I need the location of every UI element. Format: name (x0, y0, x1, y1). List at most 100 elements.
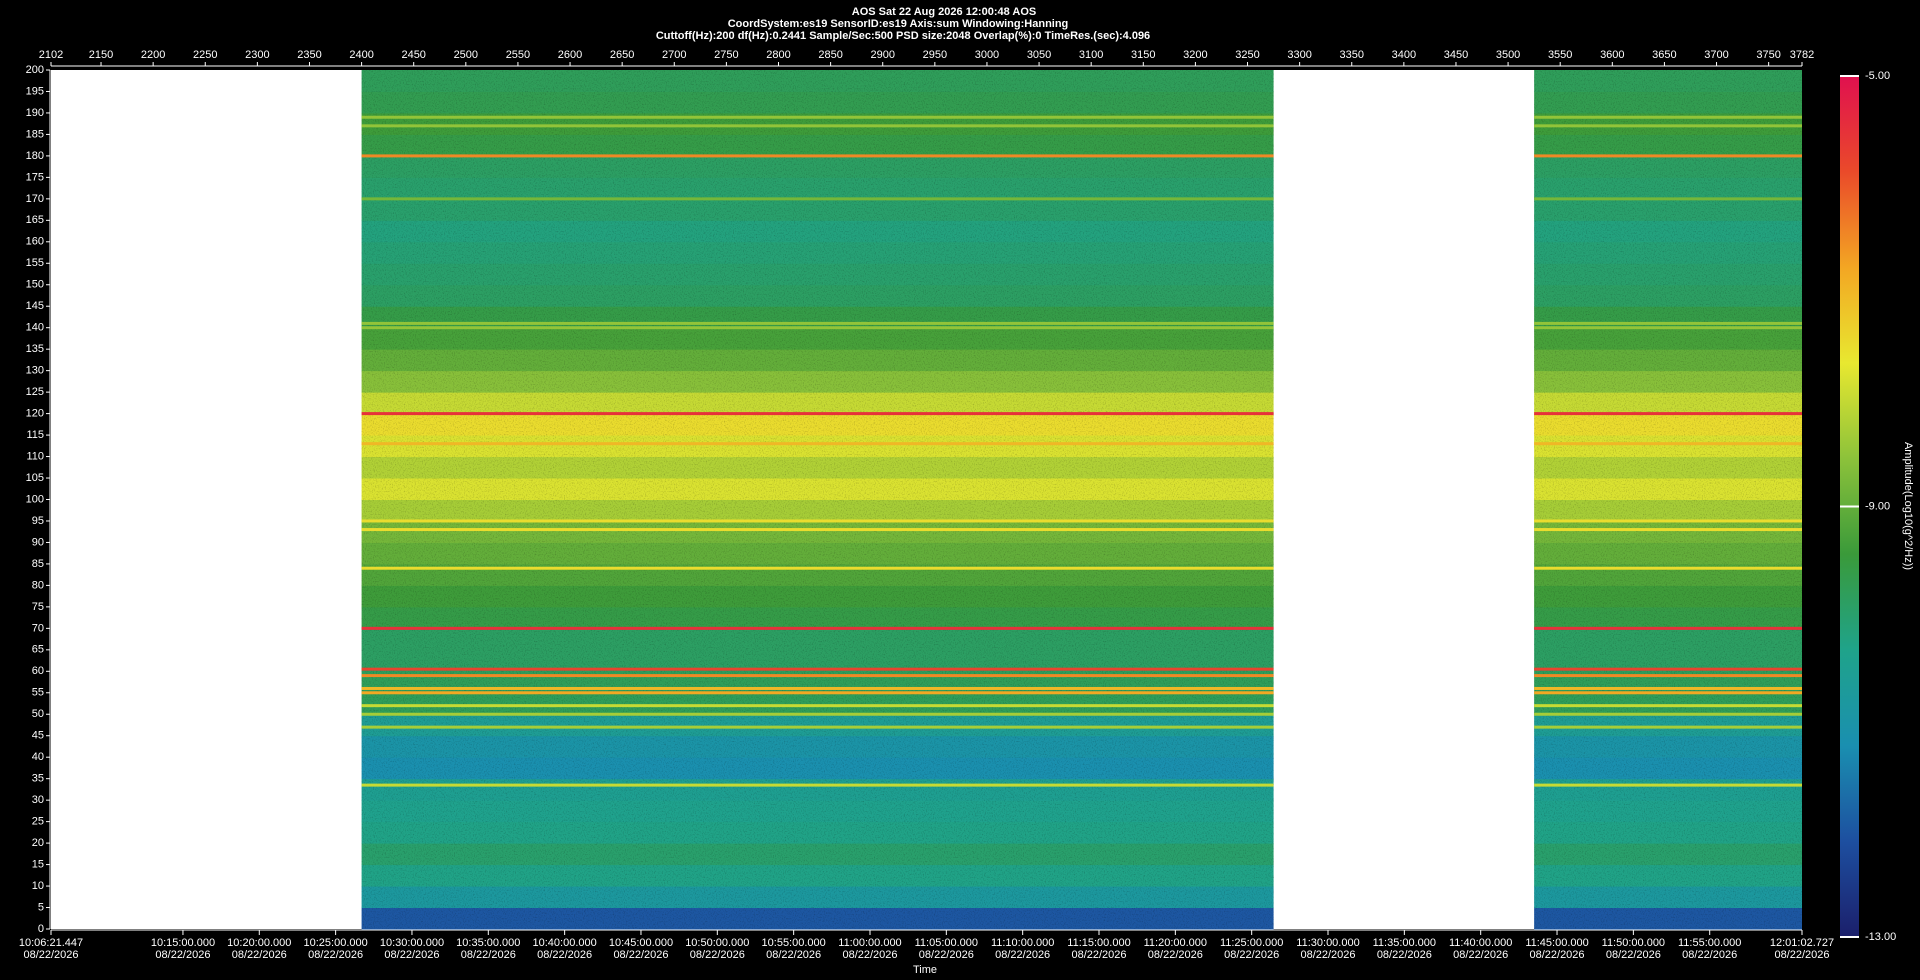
x-tick-label: 3100 (1079, 49, 1103, 61)
date-tick-label: 08/22/2026 (690, 949, 745, 961)
y-tick-label: 20 (32, 837, 44, 849)
x-tick-label: 2950 (923, 49, 947, 61)
title-line: CoordSystem:es19 SensorID:es19 Axis:sum … (728, 18, 1069, 30)
x-tick-label: 2800 (766, 49, 790, 61)
time-tick-label: 11:10:00.000 (991, 937, 1054, 949)
x-tick-label: 3750 (1756, 49, 1780, 61)
x-tick-label: 2150 (89, 49, 113, 61)
time-tick-label: 11:25:00.000 (1220, 937, 1283, 949)
colorbar-tick-label: -13.00 (1865, 931, 1896, 943)
y-tick-label: 85 (32, 558, 44, 570)
time-tick-label: 11:30:00.000 (1296, 937, 1359, 949)
time-tick-label: 10:15:00.000 (151, 937, 215, 949)
x-tick-label: 3400 (1392, 49, 1416, 61)
spectral-line (1534, 626, 1802, 630)
spectral-line (361, 566, 1274, 570)
y-tick-label: 145 (26, 300, 44, 312)
spectral-line (1534, 712, 1802, 716)
spectral-line (1534, 412, 1802, 416)
time-tick-label: 10:30:00.000 (380, 937, 444, 949)
spectral-line (1534, 566, 1802, 570)
x-tick-label: 2700 (662, 49, 686, 61)
y-tick-label: 125 (26, 386, 44, 398)
date-tick-label: 08/22/2026 (155, 949, 210, 961)
x-tick-label: 2450 (401, 49, 425, 61)
y-tick-label: 50 (32, 708, 44, 720)
date-tick-label: 08/22/2026 (23, 949, 78, 961)
y-tick-label: 120 (26, 408, 44, 420)
spectral-line (361, 626, 1274, 630)
date-tick-label: 08/22/2026 (919, 949, 974, 961)
x-tick-label: 3050 (1027, 49, 1051, 61)
y-tick-label: 35 (32, 773, 44, 785)
y-tick-label: 5 (38, 901, 44, 913)
spectral-line (1534, 197, 1802, 201)
spectral-line (361, 154, 1274, 158)
date-tick-label: 08/22/2026 (1682, 949, 1737, 961)
y-tick-label: 150 (26, 279, 44, 291)
x-tick-label: 2400 (349, 49, 373, 61)
y-tick-label: 70 (32, 622, 44, 634)
spectral-line (361, 691, 1274, 695)
spectral-line (1534, 691, 1802, 695)
data-segment (1534, 70, 1802, 930)
date-tick-label: 08/22/2026 (384, 949, 439, 961)
date-tick-label: 08/22/2026 (1377, 949, 1432, 961)
x-tick-label: 2750 (714, 49, 738, 61)
x-tick-label: 3250 (1235, 49, 1259, 61)
data-segment (361, 70, 1274, 930)
x-tick-label: 2650 (610, 49, 634, 61)
x-tick-label: 3550 (1548, 49, 1572, 61)
spectral-line (361, 115, 1274, 119)
x-tick-label: 2850 (818, 49, 842, 61)
date-tick-label: 08/22/2026 (842, 949, 897, 961)
spectral-line (1534, 704, 1802, 708)
y-tick-label: 0 (38, 923, 44, 935)
spectral-line (361, 321, 1274, 325)
spectral-line (1534, 725, 1802, 729)
y-tick-label: 155 (26, 257, 44, 269)
spectral-line (361, 674, 1274, 678)
date-tick-label: 08/22/2026 (232, 949, 287, 961)
colorbar-tick-label: -9.00 (1865, 500, 1890, 512)
date-tick-label: 08/22/2026 (1529, 949, 1584, 961)
spectral-line (361, 197, 1274, 201)
time-tick-label: 10:20:00.000 (227, 937, 291, 949)
y-tick-label: 10 (32, 880, 44, 892)
y-tick-label: 30 (32, 794, 44, 806)
y-tick-label: 115 (26, 429, 44, 441)
date-tick-label: 08/22/2026 (1300, 949, 1355, 961)
y-tick-label: 100 (26, 493, 44, 505)
y-tick-label: 190 (26, 107, 44, 119)
date-tick-label: 08/22/2026 (1224, 949, 1279, 961)
colorbar-label: Amplitude(Log10(g^2/Hz)) (1902, 442, 1914, 570)
y-tick-label: 75 (32, 601, 44, 613)
date-tick-label: 08/22/2026 (461, 949, 516, 961)
time-tick-label: 11:55:00.000 (1678, 937, 1741, 949)
spectral-line (361, 528, 1274, 532)
time-tick-label: 11:45:00.000 (1525, 937, 1588, 949)
time-tick-label: 10:06:21.447 (19, 937, 83, 949)
time-tick-label: 10:25:00.000 (304, 937, 368, 949)
spectral-line (1534, 321, 1802, 325)
spectral-line (1534, 519, 1802, 523)
date-tick-label: 08/22/2026 (995, 949, 1050, 961)
time-tick-label: 11:35:00.000 (1373, 937, 1436, 949)
spectral-line (1534, 326, 1802, 330)
x-tick-label: 3000 (975, 49, 999, 61)
spectral-line (361, 712, 1274, 716)
y-tick-label: 195 (26, 85, 44, 97)
time-tick-label: 11:40:00.000 (1449, 937, 1512, 949)
date-tick-label: 08/22/2026 (537, 949, 592, 961)
y-tick-label: 200 (26, 64, 44, 76)
y-tick-label: 180 (26, 150, 44, 162)
title-line: Cuttoff(Hz):200 df(Hz):0.2441 Sample/Sec… (656, 30, 1150, 42)
spectral-line (1534, 442, 1802, 446)
y-tick-label: 105 (26, 472, 44, 484)
y-tick-label: 140 (26, 322, 44, 334)
y-tick-label: 25 (32, 816, 44, 828)
y-tick-label: 175 (26, 171, 44, 183)
spectral-line (361, 412, 1274, 416)
y-tick-label: 170 (26, 193, 44, 205)
